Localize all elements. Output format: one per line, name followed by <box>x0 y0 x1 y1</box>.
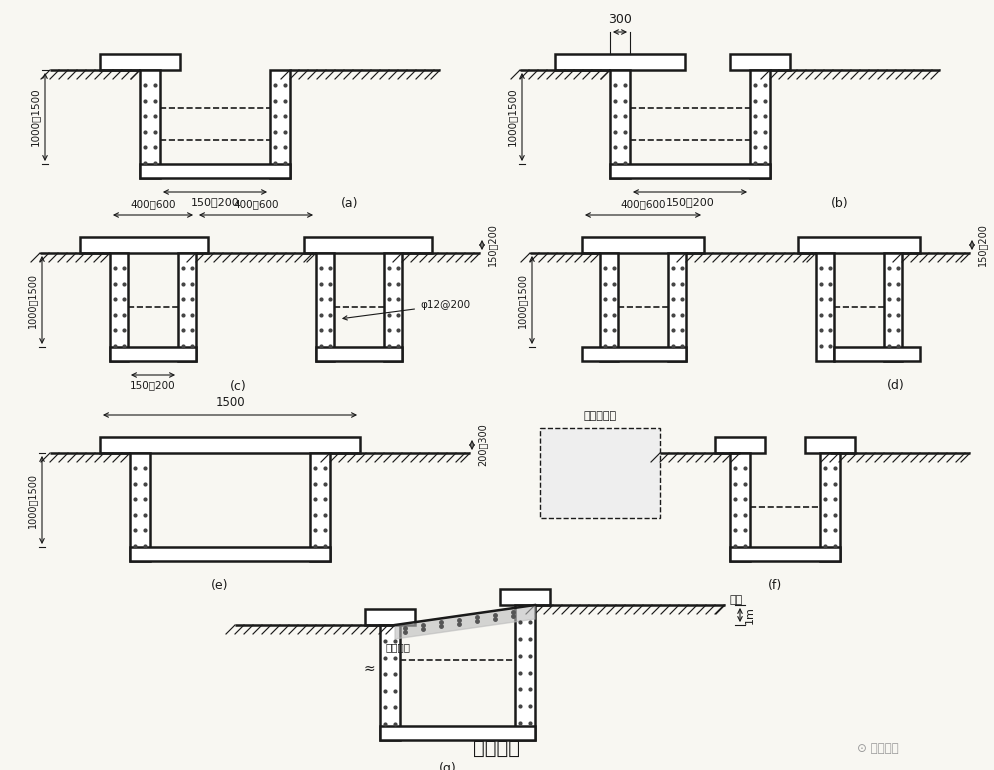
Bar <box>798 237 920 253</box>
Bar <box>540 428 660 518</box>
Text: 1000～1500: 1000～1500 <box>507 88 517 146</box>
Bar <box>384 253 402 361</box>
Text: 1000～1500: 1000～1500 <box>517 273 527 327</box>
Bar <box>316 347 402 361</box>
Bar <box>600 253 618 361</box>
Bar <box>140 70 160 178</box>
Text: (a): (a) <box>341 197 359 210</box>
Text: (b): (b) <box>831 197 849 210</box>
Bar <box>110 347 196 361</box>
Text: (c): (c) <box>230 380 247 393</box>
Bar <box>884 253 902 361</box>
Bar <box>515 605 535 740</box>
Text: 400～600: 400～600 <box>620 199 666 209</box>
Bar <box>730 54 790 70</box>
Text: 150～200: 150～200 <box>666 197 715 207</box>
Text: 150～200: 150～200 <box>977 223 987 266</box>
Text: φ12@200: φ12@200 <box>343 300 470 320</box>
Bar <box>380 625 400 740</box>
Bar <box>750 70 770 178</box>
Text: 400～600: 400～600 <box>130 199 176 209</box>
Text: 1m: 1m <box>745 606 755 624</box>
Bar <box>500 589 550 605</box>
Bar <box>304 237 432 253</box>
Bar <box>100 437 360 453</box>
Text: (f): (f) <box>768 579 782 592</box>
Text: 地下水位: 地下水位 <box>385 642 410 652</box>
Text: (e): (e) <box>212 579 229 592</box>
Text: 200～300: 200～300 <box>477 424 487 467</box>
Text: 1000～1500: 1000～1500 <box>27 473 37 527</box>
Text: (g): (g) <box>438 762 456 770</box>
Polygon shape <box>395 605 535 639</box>
Text: 150～200: 150～200 <box>487 223 497 266</box>
Bar <box>610 164 770 178</box>
Bar <box>130 453 150 561</box>
Bar <box>555 54 685 70</box>
Text: (d): (d) <box>887 379 905 392</box>
Text: 相邻建筑物: 相邻建筑物 <box>583 411 616 421</box>
Text: 150～200: 150～200 <box>191 197 240 207</box>
Text: ⊙ 豆丁施工: ⊙ 豆丁施工 <box>857 742 899 755</box>
Bar <box>820 453 840 561</box>
Bar <box>610 70 630 178</box>
Text: 1000～1500: 1000～1500 <box>30 88 40 146</box>
Bar <box>316 253 334 361</box>
Text: 导墙形式: 导墙形式 <box>473 738 521 758</box>
Text: 400～600: 400～600 <box>234 199 278 209</box>
Bar <box>715 437 765 453</box>
Text: 1500: 1500 <box>215 396 245 409</box>
Text: 150～200: 150～200 <box>130 380 176 390</box>
Bar <box>310 453 330 561</box>
Text: 300: 300 <box>608 13 632 26</box>
Bar <box>668 253 686 361</box>
Bar <box>80 237 208 253</box>
Bar <box>270 70 290 178</box>
Bar <box>834 347 920 361</box>
Bar <box>380 726 535 740</box>
Bar <box>730 547 840 561</box>
Bar <box>110 253 128 361</box>
Bar <box>140 164 290 178</box>
Bar <box>365 609 415 625</box>
Bar <box>730 453 750 561</box>
Text: 1000～1500: 1000～1500 <box>27 273 37 327</box>
Bar <box>582 237 704 253</box>
Bar <box>816 253 834 361</box>
Text: 填土: 填土 <box>730 595 744 605</box>
Bar <box>178 253 196 361</box>
Bar <box>805 437 855 453</box>
Text: ≈: ≈ <box>364 662 375 676</box>
Bar <box>130 547 330 561</box>
Bar <box>582 347 686 361</box>
Bar <box>100 54 180 70</box>
